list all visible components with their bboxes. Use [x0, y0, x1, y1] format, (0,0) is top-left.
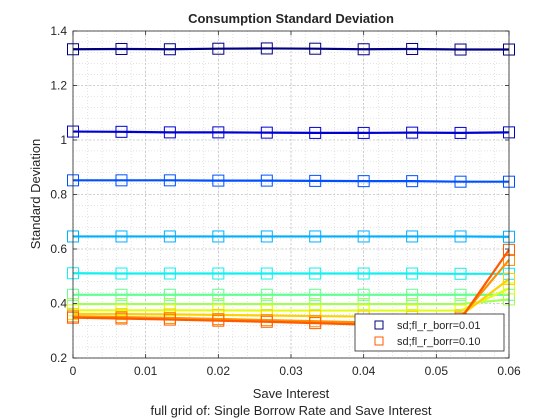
data-point-marker	[163, 313, 176, 326]
x-tick-label: 0.03	[279, 364, 303, 378]
series-group	[67, 230, 515, 243]
data-point-marker	[454, 267, 467, 280]
data-point-marker	[406, 288, 419, 301]
y-axis-label: Standard Deviation	[28, 139, 43, 250]
data-point-marker	[454, 43, 467, 56]
data-point-marker	[260, 126, 273, 139]
series-line	[73, 179, 509, 183]
data-point-marker	[406, 267, 419, 280]
data-point-marker	[454, 175, 467, 188]
data-point-marker	[115, 42, 128, 55]
y-tick-label: 0.8	[50, 188, 67, 202]
chart-caption: full grid of: Single Borrow Rate and Sav…	[150, 403, 431, 418]
legend: sd;fl_r_borr=0.01 sd;fl_r_borr=0.10	[354, 313, 505, 352]
series-line	[73, 287, 510, 312]
data-point-marker	[212, 288, 225, 301]
data-point-marker	[309, 267, 322, 280]
series-line	[72, 130, 510, 135]
data-point-marker	[454, 230, 467, 243]
data-point-marker	[115, 174, 128, 187]
x-tick-label: 0.02	[207, 364, 231, 378]
legend-marker	[374, 336, 384, 346]
data-point-marker	[309, 126, 322, 139]
data-point-marker	[260, 174, 273, 187]
data-point-marker	[357, 230, 370, 243]
data-point-marker	[260, 315, 273, 328]
legend-marker	[374, 320, 384, 330]
data-point-marker	[115, 288, 128, 301]
data-point-marker	[212, 42, 225, 55]
data-point-marker	[260, 230, 273, 243]
data-point-marker	[309, 317, 322, 330]
data-point-marker	[309, 288, 322, 301]
y-tick-label: 0.4	[50, 297, 67, 311]
y-tick-label: 1	[60, 133, 67, 147]
data-point-marker	[309, 174, 322, 187]
data-point-marker	[163, 174, 176, 187]
data-point-marker	[406, 42, 419, 55]
x-axis-label: Save Interest	[253, 386, 330, 401]
data-point-marker	[357, 43, 370, 56]
data-point-marker	[115, 125, 128, 138]
data-point-marker	[309, 230, 322, 243]
data-point-marker	[260, 288, 273, 301]
legend-label: sd;fl_r_borr=0.10	[397, 336, 480, 348]
series-group	[67, 267, 515, 280]
data-point-marker	[212, 174, 225, 187]
data-point-marker	[454, 288, 467, 301]
data-point-marker	[454, 126, 467, 139]
x-tick-label: 0.01	[134, 364, 158, 378]
data-point-marker	[163, 288, 176, 301]
y-tick-label: 1.2	[50, 79, 67, 93]
x-tick-label: 0.06	[497, 364, 521, 378]
x-tick-label: 0.04	[352, 364, 376, 378]
data-point-marker	[115, 230, 128, 243]
series-line	[73, 298, 510, 306]
data-point-marker	[212, 267, 225, 280]
data-point-marker	[260, 42, 273, 55]
data-point-marker	[163, 230, 176, 243]
data-point-marker	[163, 43, 176, 56]
data-point-marker	[406, 230, 419, 243]
y-tick-label: 0.2	[50, 351, 67, 365]
data-point-marker	[260, 267, 273, 280]
data-point-marker	[163, 126, 176, 139]
series-line	[72, 272, 509, 275]
y-tick-label: 1.4	[50, 24, 67, 38]
x-tick-label: 0.05	[425, 364, 449, 378]
data-point-marker	[115, 267, 128, 280]
x-tick-label: 0	[70, 364, 77, 378]
legend-label: sd;fl_r_borr=0.01	[397, 320, 480, 332]
data-point-marker	[212, 126, 225, 139]
series-line	[72, 47, 509, 51]
axis-ticks: 0 0.01 0.02 0.03 0.04 0.05 0.06 0.2 0.4 0.6 0.8 1 1.…	[50, 24, 521, 378]
data-point-marker	[115, 312, 128, 325]
data-point-marker	[357, 288, 370, 301]
data-point-marker	[309, 42, 322, 55]
data-point-marker	[406, 175, 419, 188]
data-point-marker	[406, 126, 419, 139]
data-point-marker	[212, 314, 225, 327]
data-point-marker	[212, 230, 225, 243]
data-point-marker	[357, 126, 370, 139]
data-point-marker	[163, 267, 176, 280]
data-point-marker	[357, 175, 370, 188]
y-tick-label: 0.6	[50, 242, 67, 256]
chart-title: Consumption Standard Deviation	[188, 11, 394, 26]
data-point-marker	[357, 267, 370, 280]
